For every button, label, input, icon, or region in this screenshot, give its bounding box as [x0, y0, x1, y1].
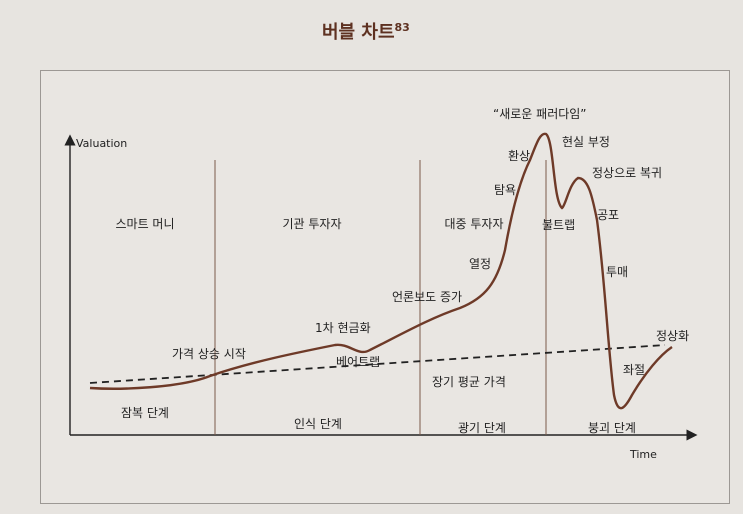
annotation-delusion: 환상: [508, 149, 530, 163]
annotation-despair: 좌절: [623, 363, 645, 377]
annotation-greed: 탐욕: [494, 183, 516, 197]
stage-blowoff: 붕괴 단계: [588, 421, 636, 435]
chart-title: 버블 차트83: [322, 18, 410, 44]
diagram-frame: [40, 70, 730, 504]
phase-institutional: 기관 투자자: [282, 217, 341, 231]
annotation-bear-trap: 베어트랩: [336, 355, 380, 369]
annotation-denial: 현실 부정: [562, 135, 610, 149]
annotation-bull-trap: 불트랩: [542, 218, 575, 232]
bubble-curve: [89, 132, 673, 410]
title-footnote-mark: 83: [394, 21, 410, 34]
annotation-price-rise: 가격 상승 시작: [172, 347, 246, 361]
phase-public: 대중 투자자: [444, 217, 503, 231]
annotation-enthusiasm: 열정: [469, 257, 491, 271]
annotation-fear: 공포: [597, 208, 619, 222]
chart-title-text: 버블 차트: [322, 22, 395, 43]
annotation-normalization: 정상화: [656, 329, 689, 343]
long-term-mean-line: [89, 344, 666, 384]
stage-stealth: 잠복 단계: [121, 406, 169, 420]
annotation-capitulation: 투매: [606, 265, 628, 279]
y-axis-label: Valuation: [76, 137, 127, 150]
annotation-new-paradigm: “새로운 패러다임”: [493, 107, 587, 121]
x-axis-label: Time: [629, 448, 657, 461]
annotation-media: 언론보도 증가: [392, 290, 462, 304]
annotation-long-term-mean: 장기 평균 가격: [432, 375, 506, 389]
stage-awareness: 인식 단계: [294, 417, 342, 431]
annotation-return-normal: 정상으로 복귀: [592, 166, 662, 180]
stage-mania: 광기 단계: [458, 421, 506, 435]
annotation-first-cash-out: 1차 현금화: [315, 321, 371, 335]
phase-smart-money: 스마트 머니: [115, 217, 174, 231]
